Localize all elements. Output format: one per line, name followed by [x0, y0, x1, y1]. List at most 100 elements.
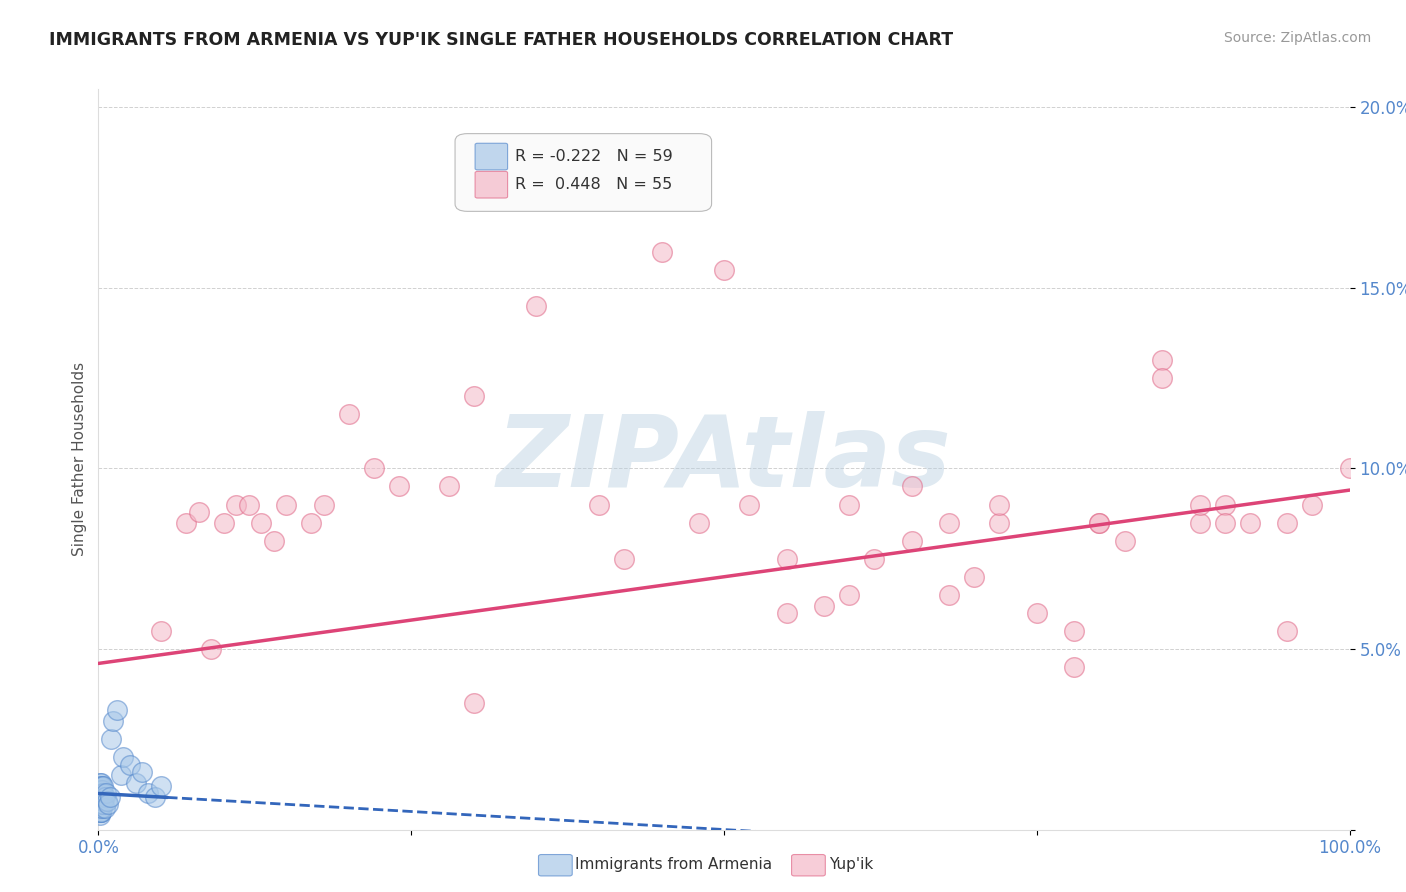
Point: [212, 516, 235, 530]
Point: [838, 588, 860, 602]
Point: [90, 775, 112, 789]
Point: [96, 794, 118, 808]
Point: [274, 498, 298, 512]
Point: [776, 551, 799, 566]
Point: [90, 794, 112, 808]
Point: [90, 797, 112, 812]
Point: [1339, 461, 1361, 475]
Point: [90, 790, 112, 805]
Point: [988, 516, 1011, 530]
Point: [1063, 660, 1085, 674]
Point: [90, 787, 112, 801]
Point: [112, 750, 135, 764]
Point: [103, 714, 125, 729]
Point: [89, 779, 111, 793]
Point: [93, 787, 115, 801]
Point: [89, 790, 111, 805]
Text: R =  0.448   N = 55: R = 0.448 N = 55: [515, 178, 672, 192]
Point: [263, 533, 285, 548]
Point: [863, 551, 886, 566]
Point: [90, 782, 112, 797]
Point: [1213, 498, 1236, 512]
FancyBboxPatch shape: [475, 171, 508, 198]
Point: [1088, 516, 1111, 530]
Point: [238, 498, 260, 512]
Point: [87, 794, 110, 808]
Point: [89, 794, 111, 808]
Point: [299, 516, 322, 530]
Point: [91, 790, 114, 805]
Point: [1213, 516, 1236, 530]
Point: [89, 801, 111, 815]
Point: [93, 797, 115, 812]
Point: [143, 790, 166, 805]
Point: [90, 805, 112, 819]
Point: [776, 606, 799, 620]
Point: [150, 624, 173, 638]
Point: [688, 516, 710, 530]
Point: [89, 782, 111, 797]
Point: [91, 782, 114, 797]
Point: [90, 805, 112, 819]
Point: [89, 805, 111, 819]
Point: [713, 262, 735, 277]
Point: [131, 764, 153, 779]
Point: [89, 801, 111, 815]
Point: [118, 757, 141, 772]
Point: [938, 588, 960, 602]
Point: [524, 299, 547, 313]
FancyBboxPatch shape: [475, 144, 508, 169]
Point: [89, 797, 111, 812]
Point: [1063, 624, 1085, 638]
Point: [89, 782, 111, 797]
Point: [463, 389, 485, 403]
Point: [87, 787, 110, 801]
Point: [1026, 606, 1049, 620]
Point: [988, 498, 1011, 512]
Point: [337, 407, 360, 421]
Point: [312, 498, 335, 512]
Point: [1277, 516, 1299, 530]
Point: [89, 808, 111, 822]
Text: Yup'ik: Yup'ik: [830, 857, 873, 871]
Point: [91, 801, 114, 815]
Point: [90, 779, 112, 793]
Point: [150, 779, 173, 793]
Point: [89, 797, 111, 812]
Point: [738, 498, 761, 512]
Point: [89, 790, 111, 805]
Point: [110, 768, 132, 782]
Point: [98, 790, 121, 805]
Point: [437, 479, 460, 493]
Point: [90, 797, 112, 812]
Point: [1239, 516, 1261, 530]
Point: [363, 461, 385, 475]
Point: [89, 779, 111, 793]
Point: [93, 794, 115, 808]
Point: [388, 479, 411, 493]
Point: [588, 498, 610, 512]
Point: [963, 570, 986, 584]
Point: [90, 790, 112, 805]
Point: [200, 642, 222, 657]
Point: [89, 801, 111, 815]
Point: [174, 516, 197, 530]
Point: [94, 787, 117, 801]
Point: [93, 779, 115, 793]
Text: Immigrants from Armenia: Immigrants from Armenia: [575, 857, 772, 871]
Point: [89, 775, 111, 789]
Point: [813, 599, 835, 613]
Point: [90, 801, 112, 815]
Point: [463, 696, 485, 710]
FancyBboxPatch shape: [456, 134, 711, 211]
Point: [613, 551, 636, 566]
Text: IMMIGRANTS FROM ARMENIA VS YUP'IK SINGLE FATHER HOUSEHOLDS CORRELATION CHART: IMMIGRANTS FROM ARMENIA VS YUP'IK SINGLE…: [49, 31, 953, 49]
Point: [900, 479, 922, 493]
Point: [1277, 624, 1299, 638]
Point: [1088, 516, 1111, 530]
Point: [1150, 353, 1173, 368]
Point: [225, 498, 247, 512]
Point: [900, 533, 922, 548]
Point: [100, 732, 122, 747]
Point: [1188, 516, 1211, 530]
